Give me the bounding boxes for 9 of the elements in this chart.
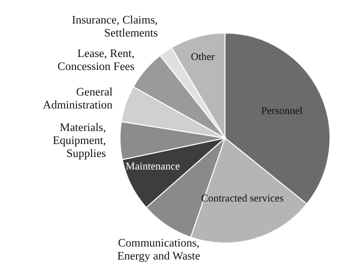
slice-label: Personnel [261, 106, 303, 117]
slice-label: Other [190, 52, 216, 63]
slice-label: Contracted services [201, 194, 284, 205]
slice-label: General Administration [42, 86, 113, 112]
slice-label: Insurance, Claims, Settlements [72, 14, 158, 40]
slice-label: Communications, Energy and Waste [117, 237, 200, 262]
slice-label: Materials, Equipment, Supplies [52, 122, 107, 160]
slice-label: Lease, Rent, Concession Fees [58, 48, 136, 74]
slice-label: Maintenance [126, 162, 180, 173]
